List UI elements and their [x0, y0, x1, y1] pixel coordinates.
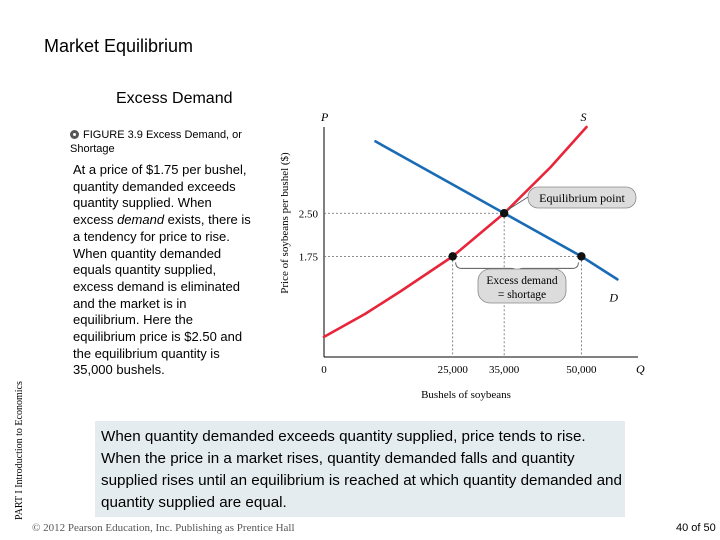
excess-demand-callout-line1: Excess demand [486, 275, 557, 287]
figure-caption: FIGURE 3.9 Excess Demand, or Shortage [70, 128, 270, 156]
excess-demand-callout-line2: = shortage [498, 289, 546, 301]
equilibrium-callout-connector [506, 196, 529, 211]
summary-box [95, 421, 625, 517]
point-supply [448, 252, 457, 261]
footer-copyright: © 2012 Pearson Education, Inc. Publishin… [32, 522, 295, 534]
slide-subtitle: Excess Demand [116, 90, 233, 107]
x-tick-label: 25,000 [438, 364, 469, 376]
point-demand [577, 252, 586, 261]
caption-body-part2: exists, there is a tendency for price to… [73, 212, 251, 378]
caption-body-italic: demand [117, 212, 165, 228]
point-equilibrium [499, 209, 509, 218]
origin-label: 0 [321, 364, 327, 376]
curve-label-s: S [581, 110, 587, 124]
figure-title: Excess Demand, or Shortage [70, 129, 242, 155]
figure-number: FIGURE 3.9 [83, 129, 143, 141]
page-number: 40 of 50 [676, 522, 716, 534]
supply-demand-chart: P Q 0 Price of soybeans per bushel ($) B… [279, 110, 645, 401]
equilibrium-callout: Equilibrium point [527, 186, 637, 209]
y-tick-label: 2.50 [299, 208, 319, 220]
x-axis-letter: Q [636, 362, 645, 376]
caption-body-part1: At a price of $1.75 per bushel, quantity… [73, 162, 247, 228]
equilibrium-callout-label: Equilibrium point [539, 191, 625, 205]
part-label: PART I Introduction to Economics [14, 381, 25, 520]
curve-label-d: D [608, 290, 618, 304]
x-tick-label: 35,000 [489, 364, 520, 376]
curve-s [322, 125, 588, 339]
y-axis-letter: P [320, 110, 329, 124]
slide-title: Market Equilibrium [44, 36, 194, 56]
x-tick-label: 50,000 [566, 364, 597, 376]
summary-text: When quantity demanded exceeds quantity … [101, 428, 622, 511]
figure-bullet-icon [70, 129, 79, 139]
caption-body: At a price of $1.75 per bushel, quantity… [73, 162, 255, 379]
excess-demand-callout: Excess demand = shortage [477, 268, 567, 304]
y-axis-label: Price of soybeans per bushel ($) [279, 152, 291, 294]
x-axis-label: Bushels of soybeans [421, 389, 511, 401]
y-tick-label: 1.75 [299, 251, 319, 263]
